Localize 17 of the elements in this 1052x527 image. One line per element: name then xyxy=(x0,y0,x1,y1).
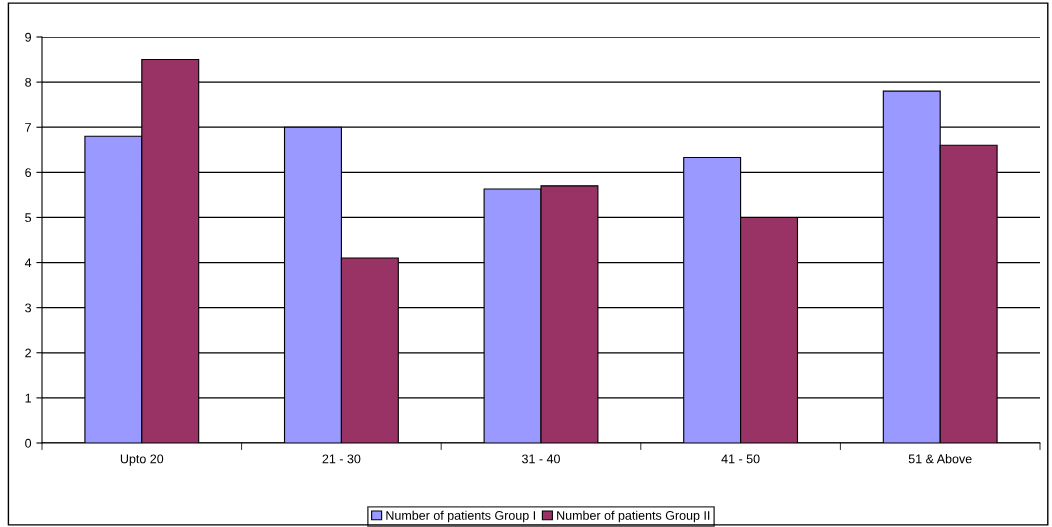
x-tick-label: 31 - 40 xyxy=(522,454,560,464)
y-tick-label: 5 xyxy=(25,213,32,223)
y-tick-label: 0 xyxy=(25,438,32,448)
y-tick-label: 7 xyxy=(25,123,31,132)
x-tick-label: 41 - 50 xyxy=(721,454,760,464)
x-tick-label: 51 & Above xyxy=(908,454,972,464)
y-tick-label: 3 xyxy=(25,303,32,313)
y-tick-label: 9 xyxy=(25,32,31,42)
x-tick-label: Upto 20 xyxy=(120,454,164,466)
legend-label: Number of patients Group II xyxy=(557,510,710,523)
y-tick-label: 1 xyxy=(25,393,31,403)
y-tick-label: 4 xyxy=(24,258,32,268)
x-tick-label: 21 - 30 xyxy=(322,454,361,464)
legend-label: Number of patients Group I xyxy=(386,510,535,523)
y-tick-label: 8 xyxy=(25,77,32,87)
y-tick-label: 6 xyxy=(25,168,32,177)
y-tick-label: 2 xyxy=(25,348,31,358)
